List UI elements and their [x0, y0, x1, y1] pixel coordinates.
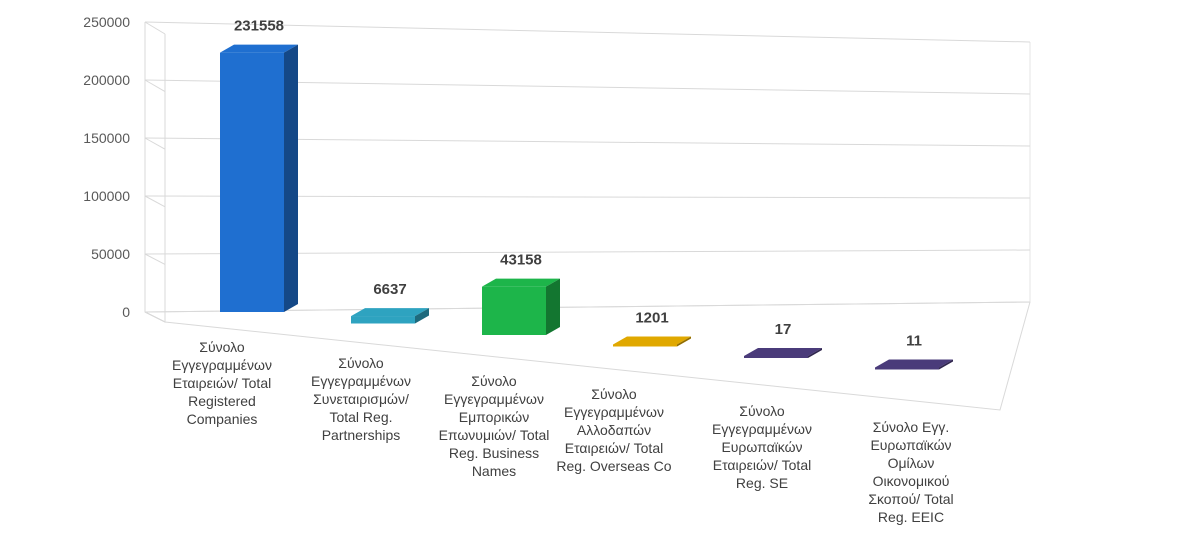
bar: [875, 359, 953, 370]
bar-front: [220, 52, 284, 313]
side-wall: [144, 22, 166, 323]
bar-top: [351, 308, 429, 317]
bar-top: [482, 278, 560, 287]
y-tick-label: 0: [122, 304, 130, 320]
bar-side: [415, 308, 429, 324]
bar-front: [744, 356, 808, 358]
y-axis-ticks: 0 50000 100000 150000 200000 250000: [83, 14, 130, 320]
category-label: Σύνολο Εγγεγραμμένων Εμπορικών Επωνυμιών/ T…: [439, 373, 550, 479]
bar-front: [482, 286, 546, 335]
bar-top: [220, 44, 298, 53]
side-gridline: [144, 21, 166, 35]
floor: [144, 301, 1031, 411]
category-label: Σύνολο Εγγεγραμμένων Εταιρειών/ Total Regis…: [172, 339, 272, 427]
y-tick-label: 50000: [91, 246, 130, 262]
bar-side: [284, 44, 298, 313]
data-label: 231558: [234, 18, 284, 35]
bar-side: [808, 348, 822, 358]
data-label: 43158: [500, 252, 542, 269]
data-label: 17: [775, 321, 792, 338]
category-label: Σύνολο Εγγεγραμμένων Συνεταιρισμών/Total R…: [311, 355, 411, 443]
y-tick-label: 150000: [83, 130, 130, 146]
category-labels: Σύνολο Εγγεγραμμένων Εταιρειών/ Total Regis…: [172, 339, 954, 525]
bar: [220, 44, 298, 313]
bar: [744, 348, 822, 358]
bar-top: [613, 336, 691, 345]
bar: [613, 336, 691, 347]
category-label: Σύνολο Εγγ. Ευρωπαϊκών Ομίλων Οικονομικού Σκ…: [868, 419, 953, 525]
bar-side: [546, 278, 560, 335]
bar-front: [613, 344, 677, 347]
bar-front: [351, 316, 415, 324]
data-labels: 231558 6637 43158 1201 17 11: [234, 18, 922, 350]
bar-front: [875, 367, 939, 370]
bar-top: [875, 359, 953, 368]
bar-side: [677, 336, 691, 347]
side-gridline: [144, 253, 166, 265]
data-label: 11: [906, 333, 922, 350]
side-gridline: [144, 137, 166, 150]
gridline: [144, 21, 1031, 43]
y-tick-label: 100000: [83, 188, 130, 204]
side-gridline: [144, 311, 166, 323]
category-label: Σύνολο Εγγεγραμμένων Ευρωπαϊκών Εταιρειών/ …: [712, 403, 812, 491]
bar-side: [939, 359, 953, 370]
bar: [482, 278, 560, 335]
gridline: [144, 301, 1031, 313]
data-label: 6637: [373, 281, 406, 298]
y-tick-label: 250000: [83, 14, 130, 30]
bars: [220, 44, 953, 370]
data-label: 1201: [635, 310, 668, 327]
bar: [351, 308, 429, 324]
side-gridline: [144, 195, 166, 208]
side-gridline: [144, 79, 166, 93]
category-label: Σύνολο Εγγεγραμμένων Αλλοδαπών Εταιρειών/ T…: [556, 386, 671, 474]
y-tick-label: 200000: [83, 72, 130, 88]
bar-top: [744, 348, 822, 356]
